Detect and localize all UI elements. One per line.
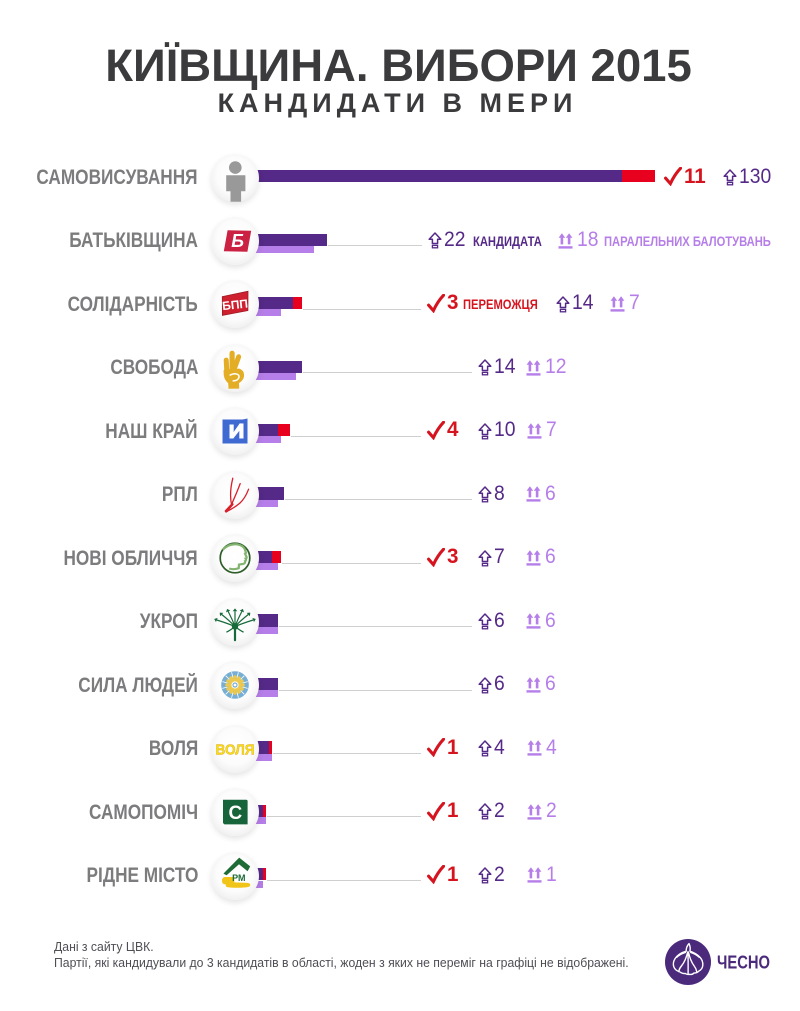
svg-text:РМ: РМ [232,873,245,883]
svg-text:БПП: БПП [221,297,248,314]
svg-text:ЧЕСНО: ЧЕСНО [717,953,770,973]
svg-text:ВОЛЯ: ВОЛЯ [215,741,254,758]
svg-text:Б: Б [231,231,244,251]
svg-text:С: С [228,803,242,824]
